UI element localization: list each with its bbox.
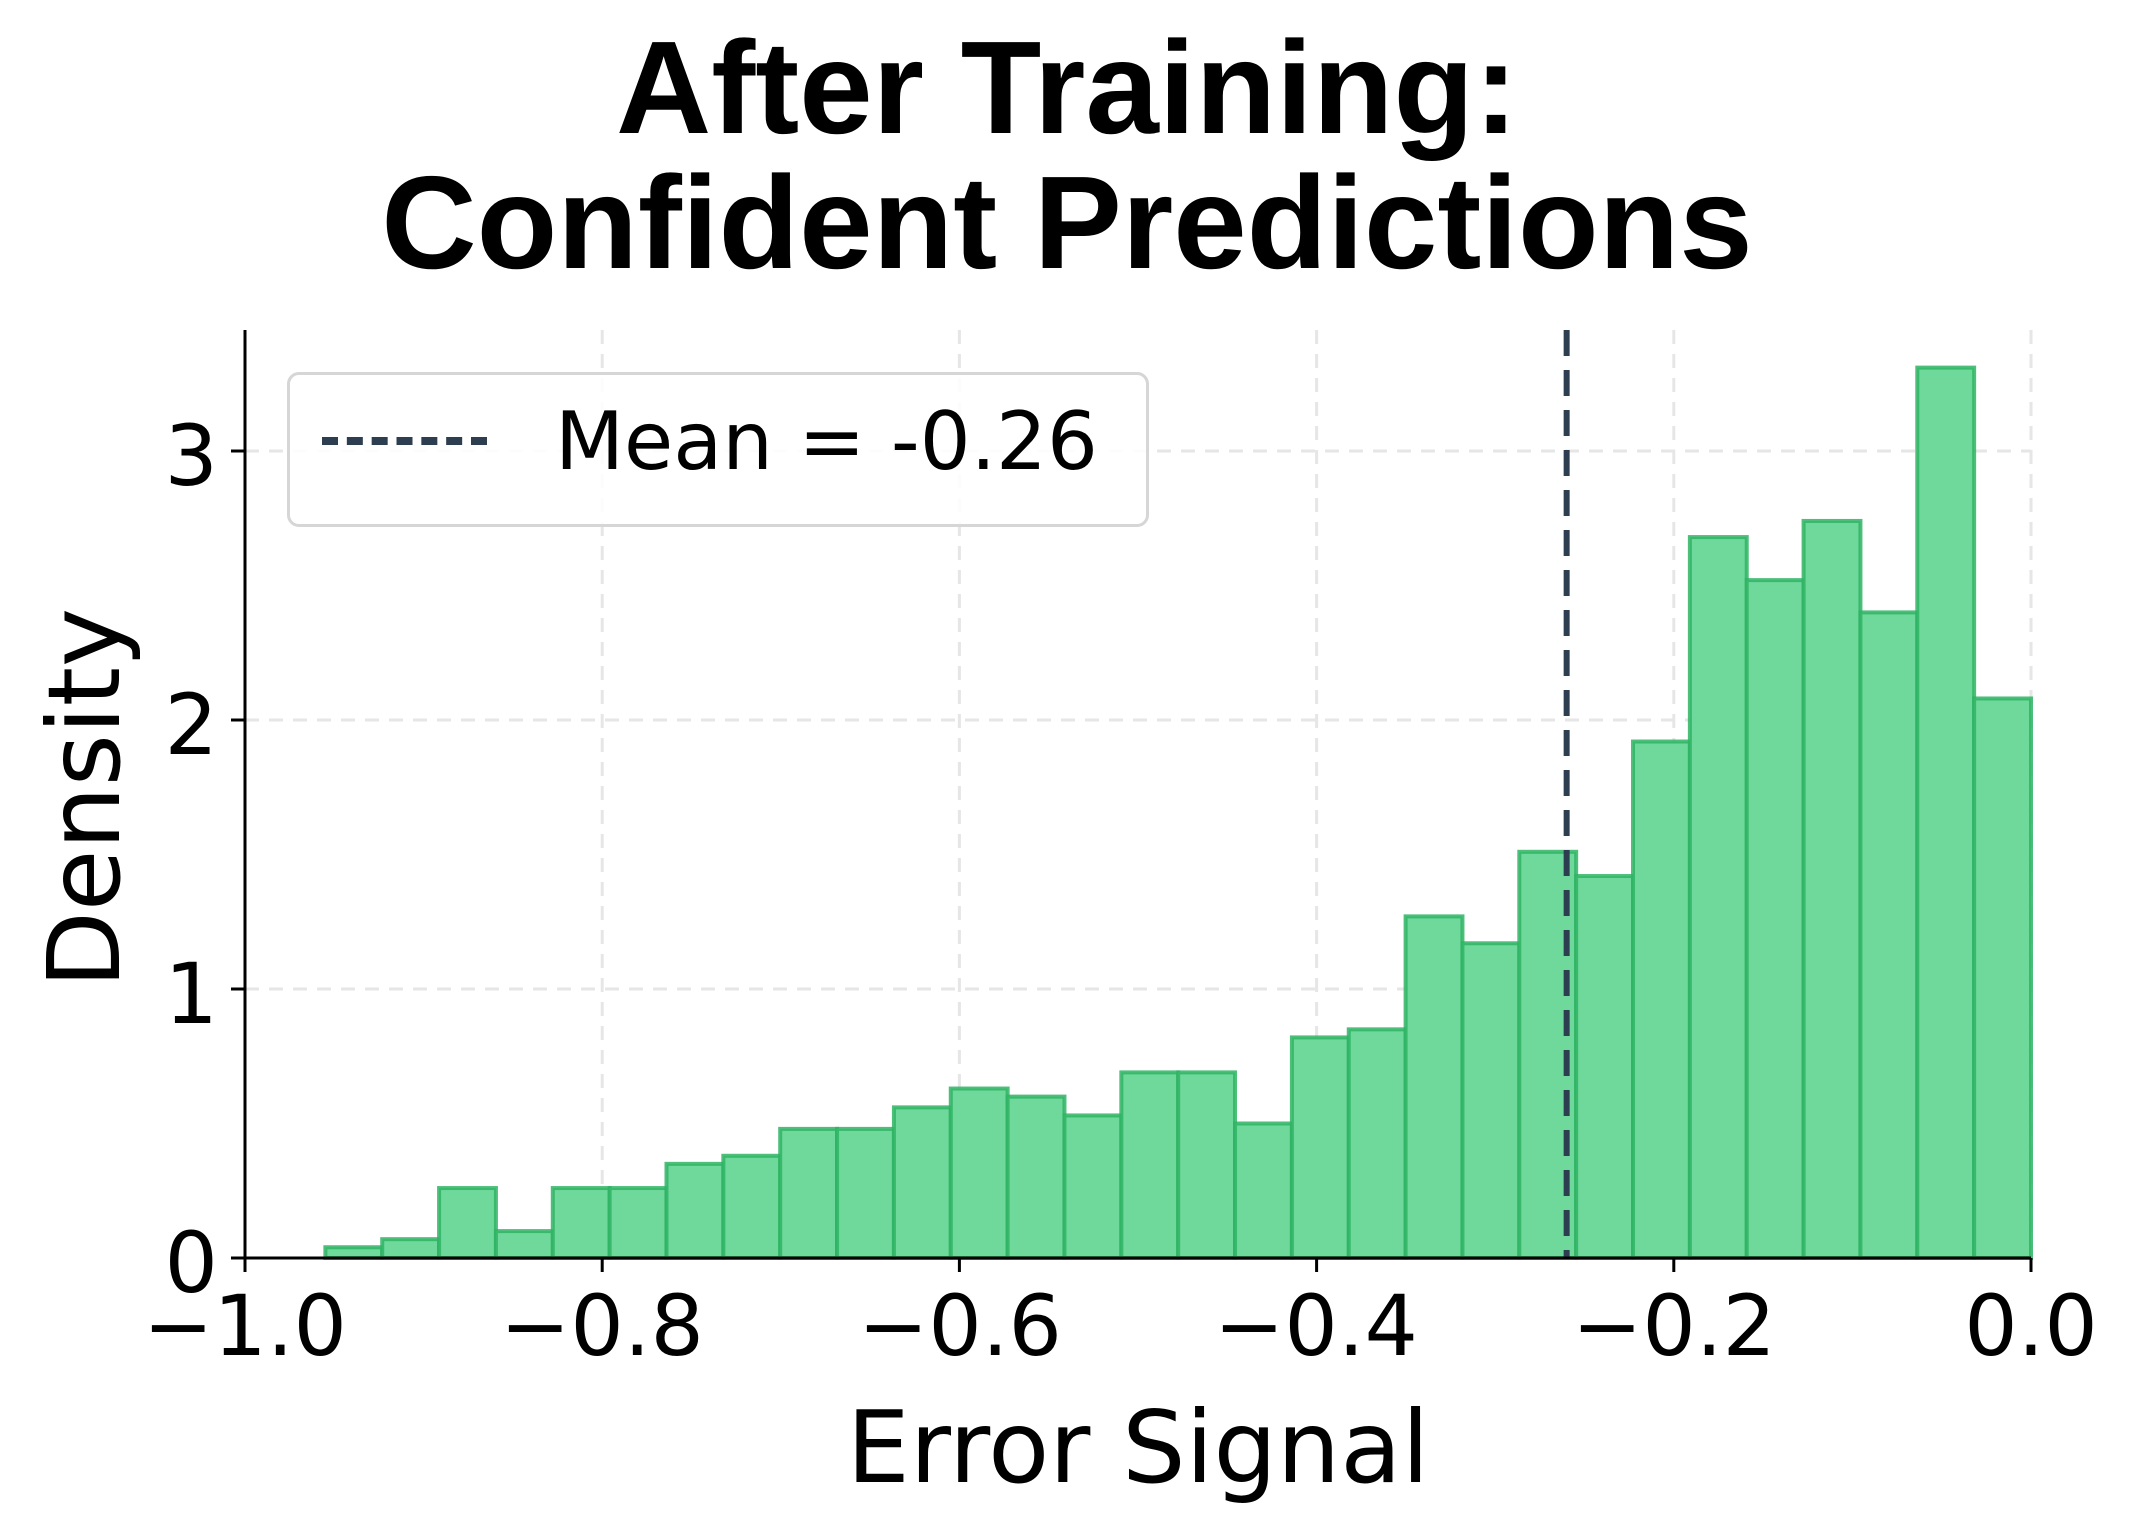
x-tick-label: −0.8 — [500, 1277, 704, 1375]
histogram-bar — [493, 1229, 555, 1260]
chart-title-line-1: After Training: — [615, 14, 1519, 161]
histogram-bar — [380, 1237, 442, 1261]
y-tick-label: 2 — [164, 676, 218, 774]
y-tick-label: 0 — [164, 1214, 218, 1312]
histogram-bar — [778, 1126, 840, 1260]
legend-dashed-line-icon — [322, 437, 487, 445]
x-tick-label: −0.4 — [1214, 1277, 1418, 1375]
histogram-bar — [891, 1105, 953, 1260]
chart-title-line-2: Confident Predictions — [381, 149, 1753, 296]
histogram-bar — [1176, 1070, 1238, 1261]
x-tick-label: −0.6 — [858, 1277, 1062, 1375]
histogram-bar — [1062, 1113, 1124, 1261]
histogram-bar — [948, 1086, 1010, 1261]
x-tick-label: 0.0 — [1964, 1277, 2098, 1375]
histogram-bar — [1972, 696, 2033, 1260]
axes — [231, 330, 2033, 1272]
histogram-bar — [1233, 1121, 1294, 1260]
histogram-bar — [607, 1186, 669, 1261]
histogram-bar — [1687, 535, 1749, 1260]
histogram-bar — [1915, 365, 1977, 1260]
histogram-bar — [1403, 914, 1465, 1260]
histogram-bar — [1005, 1094, 1067, 1260]
histogram-bar — [835, 1126, 896, 1260]
histogram-bar — [721, 1153, 783, 1261]
histogram-bar — [664, 1161, 726, 1260]
x-axis-label: Error Signal — [846, 1389, 1430, 1506]
histogram-bar — [550, 1186, 612, 1261]
y-axis-label: Density — [26, 607, 143, 989]
histogram-bar — [1574, 874, 1636, 1261]
y-tick-label: 3 — [164, 407, 218, 505]
histogram-bar — [1346, 1027, 1408, 1260]
x-tick-label: −0.2 — [1572, 1277, 1776, 1375]
histogram-bars — [323, 365, 2033, 1261]
histogram-bar — [1460, 941, 1522, 1261]
histogram-bar — [1744, 578, 1806, 1260]
histogram-bar — [437, 1186, 498, 1261]
histogram-bar — [1119, 1070, 1181, 1261]
legend-label: Mean = -0.26 — [555, 395, 1098, 488]
legend: Mean = -0.26 — [287, 372, 1149, 527]
histogram-bar — [1801, 518, 1863, 1260]
histogram-bar — [1858, 610, 1920, 1260]
histogram-bar — [323, 1245, 385, 1260]
y-tick-label: 1 — [164, 945, 218, 1043]
x-tick-label: −1.0 — [143, 1277, 347, 1375]
histogram-bar — [1289, 1035, 1351, 1261]
histogram-bar — [1631, 739, 1692, 1260]
